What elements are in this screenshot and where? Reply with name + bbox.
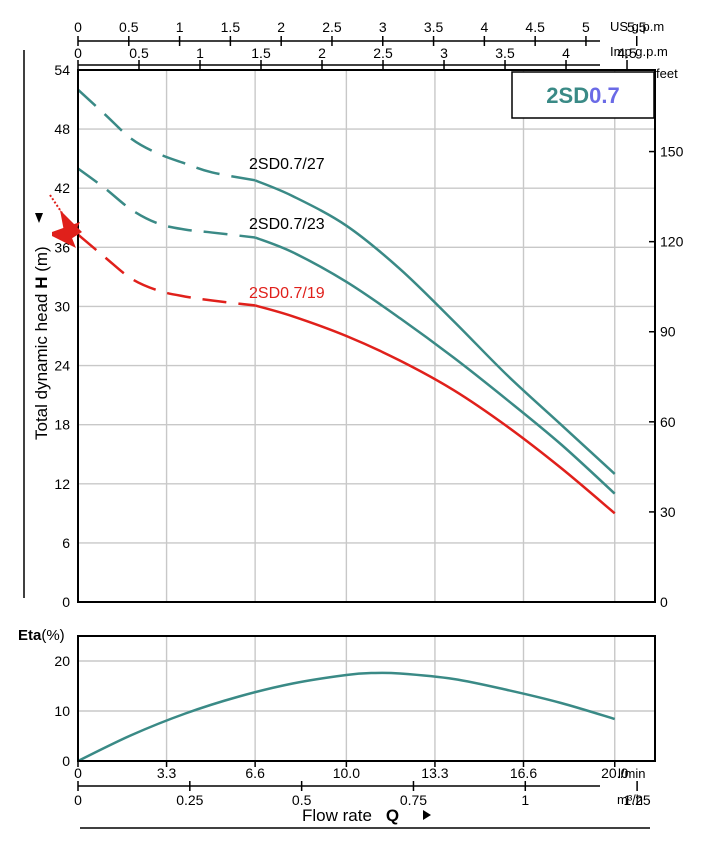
imp-gpm-tick-label-3: 1.5: [251, 45, 271, 61]
eta-curve: [77, 671, 616, 763]
indicator-arrow-head-icon: [60, 210, 82, 242]
head-ytick-label-6: 36: [54, 239, 70, 255]
head-curves: [77, 88, 616, 515]
head-ytick-label-7: 42: [54, 180, 70, 196]
head-curve-2: [254, 304, 616, 515]
m3h-ticks: 0 0.25 0.5 0.75 1 1.25: [74, 781, 651, 808]
head-ytick-label-2: 12: [54, 476, 70, 492]
imp-gpm-ticks: 0 0.5 1 1.5 2 2.5 3 3.5 4 4.5: [74, 45, 637, 70]
lmin-tick-label-3: 10.0: [333, 765, 360, 781]
head-chart-frame: [77, 69, 656, 603]
lmin-tick-label-0: 0: [74, 765, 82, 781]
head-axis-arrow-icon: [35, 213, 43, 223]
series-label-23: 2SD0.7/23: [249, 216, 325, 233]
eta-ytick-label-2: 20: [54, 653, 70, 669]
us-gpm-tick-label-5: 2.5: [322, 19, 342, 35]
us-gpm-tick-label-3: 1.5: [221, 19, 241, 35]
head-axis-label: Total dynamic head H (m): [32, 246, 51, 440]
head-ytick-label-0: 0: [62, 594, 70, 610]
feet-tick-label-1: 30: [660, 504, 676, 520]
head-ytick-label-4: 24: [54, 358, 70, 374]
imp-gpm-tick-label-5: 2.5: [373, 45, 393, 61]
feet-tick-label-5: 150: [660, 144, 684, 160]
m3h-tick-label-3: 0.75: [400, 792, 427, 808]
m3h-tick-label-4: 1: [521, 792, 529, 808]
feet-tick-label-4: 120: [660, 234, 684, 250]
feet-tick-label-0: 0: [660, 594, 668, 610]
imp-gpm-tick-label-0: 0: [74, 45, 82, 61]
eta-chart-grid: [78, 636, 655, 761]
us-gpm-tick-label-1: 0.5: [119, 19, 139, 35]
imp-gpm-tick-label-6: 3: [440, 45, 448, 61]
us-gpm-unit: US g.p.m: [610, 19, 664, 34]
head-curve-dashed-0: [77, 88, 256, 182]
us-gpm-tick-label-7: 3.5: [424, 19, 444, 35]
feet-unit: feet: [656, 66, 678, 81]
imp-gpm-tick-label-9: 4.5: [617, 45, 637, 61]
feet-tick-label-3: 90: [660, 324, 676, 340]
top-flow-axes: 0 0.5 1 1.5 2 2.5 3 3.5 4 4.5 5 5.5 0 0.5 1 1.5 2 2.5 3 3.…: [74, 19, 668, 70]
head-curve-dashed-1: [77, 167, 256, 239]
lmin-tick-label-4: 13.3: [421, 765, 448, 781]
title-box-frame: [511, 71, 655, 119]
us-gpm-tick-label-4: 2: [277, 19, 285, 35]
head-y-ticks: 0 6 12 18 24 30 36 42 48 54: [54, 62, 70, 610]
head-curve-0: [254, 179, 616, 475]
head-ytick-label-8: 48: [54, 121, 70, 137]
head-ytick-label-3: 18: [54, 417, 70, 433]
us-gpm-tick-label-9: 4.5: [525, 19, 545, 35]
head-ytick-label-1: 6: [62, 535, 70, 551]
flow-rate-label: Flow rate Q: [302, 806, 399, 825]
head-ytick-label-9: 54: [54, 62, 70, 78]
imp-gpm-unit: Imp g.p.m: [610, 44, 668, 59]
lmin-tick-label-2: 6.6: [245, 765, 265, 781]
us-gpm-tick-label-8: 4: [480, 19, 488, 35]
feet-tick-label-2: 60: [660, 414, 676, 430]
us-gpm-tick-label-0: 0: [74, 19, 82, 35]
imp-gpm-tick-label-4: 2: [318, 45, 326, 61]
series-label-19: 2SD0.7/19: [249, 285, 325, 302]
flow-axis-arrow-icon: [423, 810, 431, 820]
eta-curve-line-0: [77, 671, 616, 763]
series-label-27: 2SD0.7/27: [249, 156, 325, 173]
head-ytick-label-5: 30: [54, 298, 70, 314]
m3h-tick-label-2: 0.5: [292, 792, 312, 808]
head-curve-dashed-2: [77, 233, 256, 307]
us-gpm-tick-label-2: 1: [176, 19, 184, 35]
model-title: 2SD0.7: [546, 83, 619, 108]
eta-ytick-label-0: 0: [62, 753, 70, 769]
m3h-tick-label-1: 0.25: [176, 792, 203, 808]
lmin-tick-label-6: 20.0: [601, 765, 628, 781]
imp-gpm-tick-label-8: 4: [562, 45, 570, 61]
lmin-tick-label-1: 3.3: [157, 765, 177, 781]
imp-gpm-tick-label-2: 1: [196, 45, 204, 61]
us-gpm-tick-label-10: 5: [582, 19, 590, 35]
lmin-tick-label-5: 16.6: [510, 765, 537, 781]
head-curve-1: [254, 236, 616, 495]
us-gpm-tick-label-6: 3: [379, 19, 387, 35]
m3h-tick-label-5: 1.25: [623, 792, 650, 808]
lmin-unit: l/min: [618, 766, 645, 781]
feet-axis-ticks: 0 30 60 90 120 150: [649, 144, 684, 610]
us-gpm-ticks: 0 0.5 1 1.5 2 2.5 3 3.5 4 4.5 5 5.5: [74, 19, 647, 46]
model-title-box: 2SD0.7: [511, 71, 655, 119]
m3h-tick-label-0: 0: [74, 792, 82, 808]
eta-chart-frame: [77, 635, 656, 762]
imp-gpm-tick-label-1: 0.5: [129, 45, 149, 61]
eta-ytick-label-1: 10: [54, 703, 70, 719]
eta-axis-label: Eta(%): [18, 627, 65, 644]
head-chart-grid: [78, 70, 655, 602]
lmin-ticks: 0 3.3 6.6 10.0 13.3 16.6 20.0: [74, 761, 629, 781]
m3h-unit: m³/h: [617, 792, 643, 807]
us-gpm-tick-label-11: 5.5: [627, 19, 647, 35]
imp-gpm-tick-label-7: 3.5: [495, 45, 515, 61]
eta-y-ticks: 0 10 20: [54, 653, 70, 769]
